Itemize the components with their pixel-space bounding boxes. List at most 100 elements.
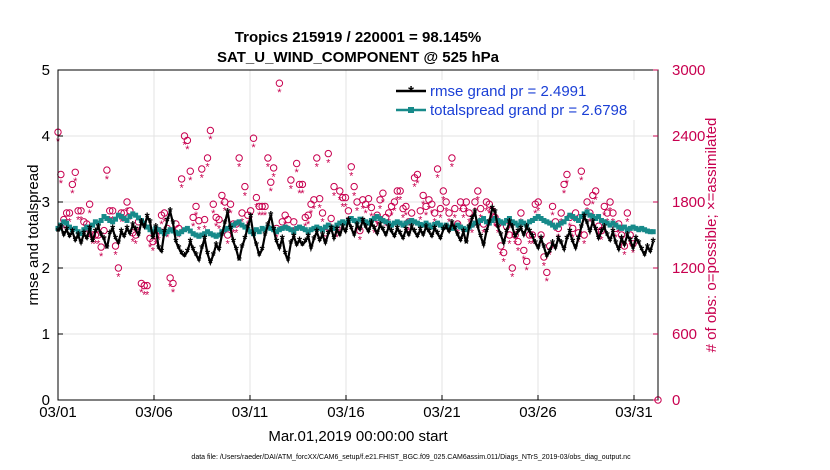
obs-assimilated-point: * xyxy=(401,212,406,224)
rmse-point: * xyxy=(257,248,263,263)
rmse-point: * xyxy=(211,248,217,263)
rmse-point: * xyxy=(228,221,234,236)
obs-assimilated-point: * xyxy=(151,245,156,257)
obs-possible-point xyxy=(68,180,77,189)
totalspread-point xyxy=(84,224,90,230)
obs-possible-point xyxy=(215,215,223,224)
rmse-point: * xyxy=(297,233,303,248)
totalspread-point xyxy=(604,220,610,226)
totalspread-point xyxy=(340,219,346,225)
obs-assimilated-point: * xyxy=(502,256,507,268)
obs-possible-point xyxy=(258,202,266,211)
totalspread-point xyxy=(164,229,170,235)
totalspread-point xyxy=(420,222,426,228)
rmse-point: * xyxy=(320,228,326,243)
obs-assimilated-point: * xyxy=(602,210,607,222)
rmse-point: * xyxy=(159,245,165,260)
rmse-point: * xyxy=(513,229,519,244)
rmse-point: * xyxy=(81,227,87,242)
obs-assimilated-point: * xyxy=(214,221,219,233)
obs-possible-point xyxy=(267,178,275,186)
rmse-point: * xyxy=(61,228,67,243)
rmse-point: * xyxy=(458,233,464,248)
obs-assimilated-point: * xyxy=(125,206,130,218)
totalspread-point xyxy=(92,219,98,225)
obs-assimilated-point: * xyxy=(96,239,101,251)
obs-possible-point xyxy=(310,196,318,204)
rmse-point: * xyxy=(582,210,588,225)
obs-assimilated-point: * xyxy=(306,219,311,231)
obs-possible-point xyxy=(577,167,586,175)
obs-possible-point xyxy=(246,207,255,215)
rmse-point: * xyxy=(260,243,266,258)
rmse-point: * xyxy=(429,229,435,244)
obs-possible-point xyxy=(235,154,243,162)
rmse-point: * xyxy=(173,235,179,250)
totalspread-point xyxy=(322,224,328,230)
rmse-point: * xyxy=(636,236,642,251)
obs-assimilated-point: * xyxy=(415,178,420,190)
rmse-point: * xyxy=(599,225,605,240)
totalspread-point xyxy=(193,232,199,238)
rmse-point: * xyxy=(426,225,432,240)
rmse-point: * xyxy=(648,245,654,260)
totalspread-point xyxy=(179,229,185,235)
rmse-point: * xyxy=(576,231,582,246)
obs-possible-point xyxy=(600,202,609,211)
rmse-point: * xyxy=(168,204,174,219)
rmse-point: * xyxy=(196,253,202,268)
obs-possible-point xyxy=(476,204,485,213)
obs-possible-point xyxy=(249,134,258,142)
obs-assimilated-point: * xyxy=(599,234,604,246)
obs-assimilated-point: * xyxy=(550,210,555,222)
totalspread-point xyxy=(233,220,239,226)
obs-assimilated-point: * xyxy=(361,203,366,215)
rmse-point: * xyxy=(424,220,430,235)
obs-possible-point xyxy=(465,209,473,217)
totalspread-point xyxy=(78,231,84,237)
rmse-point: * xyxy=(392,229,398,244)
obs-assimilated-point: * xyxy=(341,201,346,213)
obs-assimilated-point: * xyxy=(312,203,317,215)
obs-assimilated-point: * xyxy=(389,210,394,222)
totalspread-point xyxy=(596,214,602,220)
rmse-point: * xyxy=(360,213,366,228)
legend-rmse-marker: * xyxy=(408,83,414,100)
totalspread-point xyxy=(449,225,455,231)
obs-possible-point xyxy=(557,209,565,217)
rmse-point: * xyxy=(467,220,473,235)
rmse-point: * xyxy=(357,223,363,238)
rmse-point: * xyxy=(355,218,361,233)
obs-assimilated-point: * xyxy=(562,188,567,200)
rmse-point: * xyxy=(415,229,421,244)
totalspread-point xyxy=(619,225,625,231)
obs-possible-point xyxy=(448,154,456,162)
obs-assimilated-point: * xyxy=(507,239,512,251)
obs-assimilated-point: * xyxy=(582,239,587,251)
totalspread-point xyxy=(429,224,435,230)
obs-possible-point xyxy=(100,226,108,235)
rmse-point: * xyxy=(389,225,395,240)
rmse-point: * xyxy=(76,228,82,243)
rmse-point: * xyxy=(533,236,539,251)
rmse-point: * xyxy=(216,243,222,258)
obs-assimilated-point: * xyxy=(496,228,501,240)
totalspread-point xyxy=(529,217,535,223)
rmse-point: * xyxy=(541,240,547,255)
rmse-point: * xyxy=(147,215,153,230)
rmse-point: * xyxy=(470,212,476,227)
tick-layer: 03/01 03/06 03/11 03/16 03/21 03/26 03/31 0 1 2 3 4… xyxy=(39,62,705,421)
obs-assimilated-point: * xyxy=(533,208,538,220)
totalspread-point xyxy=(259,225,265,231)
totalspread-point xyxy=(374,214,380,220)
totalspread-point xyxy=(610,220,616,226)
obs-assimilated-point: * xyxy=(156,234,161,246)
rmse-point: * xyxy=(113,231,119,246)
totalspread-point xyxy=(394,219,400,225)
obs-assimilated-point: * xyxy=(277,87,282,99)
x-tick-label: 03/21 xyxy=(423,404,461,421)
obs-possible-point xyxy=(318,209,327,217)
obs-possible-point xyxy=(304,211,312,219)
rmse-point: * xyxy=(127,227,133,242)
totalspread-point xyxy=(115,212,121,218)
